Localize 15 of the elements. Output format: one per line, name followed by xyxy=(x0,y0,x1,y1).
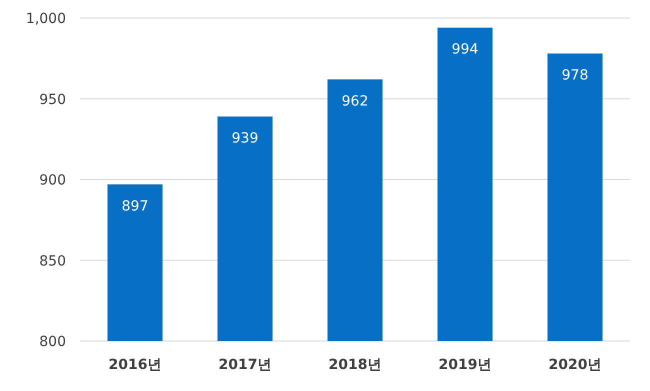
y-tick-label: 850 xyxy=(39,253,66,270)
data-label: 897 xyxy=(122,198,148,214)
x-tick-label: 2018년 xyxy=(328,357,382,373)
x-tick-label: 2016년 xyxy=(108,357,162,373)
data-label: 978 xyxy=(562,68,588,84)
data-label: 939 xyxy=(232,130,258,147)
y-tick-label: 900 xyxy=(39,172,66,188)
y-tick-label: 800 xyxy=(39,334,66,350)
y-tick-label: 1,000 xyxy=(26,11,66,27)
data-label: 994 xyxy=(452,42,478,58)
y-tick-label: 950 xyxy=(39,92,66,108)
x-tick-label: 2017년 xyxy=(218,357,272,373)
data-label: 962 xyxy=(342,93,368,110)
x-tick-label: 2020년 xyxy=(548,357,602,373)
x-tick-label: 2019년 xyxy=(438,357,492,373)
